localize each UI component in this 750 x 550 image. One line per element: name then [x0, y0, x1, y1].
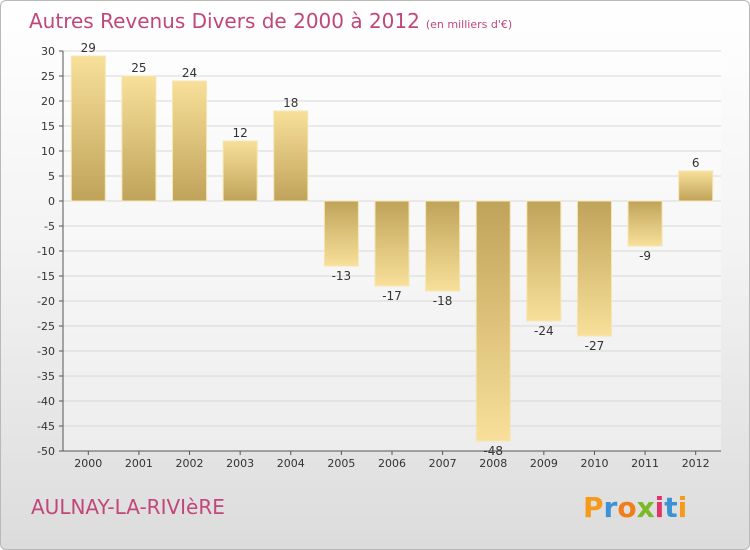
bar — [576, 200, 612, 337]
y-tick-label: -40 — [37, 395, 55, 408]
logo-letter: t — [664, 491, 678, 524]
y-tick-label: 25 — [41, 70, 55, 83]
x-tick-label: 2007 — [429, 457, 457, 470]
logo-letter: x — [636, 491, 655, 524]
bar — [323, 200, 359, 267]
chart-title: Autres Revenus Divers de 2000 à 2012 (en … — [29, 9, 512, 33]
y-tick-label: -50 — [37, 445, 55, 458]
data-label: 25 — [131, 61, 146, 75]
x-tick-label: 2001 — [125, 457, 153, 470]
bar — [627, 200, 663, 247]
y-tick-label: 30 — [41, 45, 55, 58]
x-tick-label: 2004 — [277, 457, 305, 470]
y-tick-label: -45 — [37, 420, 55, 433]
x-tick-label: 2005 — [327, 457, 355, 470]
logo-letter: i — [654, 491, 665, 524]
bar — [273, 110, 309, 202]
town-name: AULNAY-LA-RIVIèRE — [31, 495, 225, 519]
data-label: -27 — [585, 339, 605, 353]
data-label: -9 — [639, 249, 651, 263]
logo-letter: r — [603, 491, 618, 524]
x-tick-label: 2011 — [631, 457, 659, 470]
x-tick-label: 2002 — [176, 457, 204, 470]
x-tick-label: 2006 — [378, 457, 406, 470]
data-label: -24 — [534, 324, 554, 338]
bar — [526, 200, 562, 322]
data-label: 24 — [182, 66, 197, 80]
y-tick-label: -30 — [37, 345, 55, 358]
bar — [121, 75, 157, 202]
x-tick-label: 2009 — [530, 457, 558, 470]
y-tick-label: 15 — [41, 120, 55, 133]
data-label: -13 — [332, 269, 352, 283]
y-tick-label: 0 — [48, 195, 55, 208]
y-tick-label: 20 — [41, 95, 55, 108]
proxiti-logo: Proxiti — [583, 491, 687, 524]
bar — [172, 80, 208, 202]
data-label: 6 — [692, 156, 700, 170]
y-tick-label: -10 — [37, 245, 55, 258]
logo-letter: P — [583, 491, 604, 524]
bar — [374, 200, 410, 287]
logo-letter: o — [617, 491, 637, 524]
bar — [475, 200, 511, 442]
y-tick-label: 10 — [41, 145, 55, 158]
data-label: -17 — [382, 289, 402, 303]
x-tick-label: 2010 — [580, 457, 608, 470]
y-tick-label: 5 — [48, 170, 55, 183]
logo-letter: i — [677, 491, 688, 524]
y-tick-label: -25 — [37, 320, 55, 333]
y-tick-label: -15 — [37, 270, 55, 283]
bar — [70, 55, 106, 202]
y-tick-label: -5 — [44, 220, 55, 233]
bar — [425, 200, 461, 292]
chart-title-unit: (en milliers d'€) — [425, 18, 513, 31]
data-label: 12 — [233, 126, 248, 140]
y-tick-label: -20 — [37, 295, 55, 308]
bar — [222, 140, 258, 202]
x-tick-label: 2000 — [74, 457, 102, 470]
data-label: 18 — [283, 96, 298, 110]
data-label: 29 — [81, 41, 96, 55]
x-tick-label: 2012 — [682, 457, 710, 470]
bar — [678, 170, 714, 202]
x-tick-label: 2008 — [479, 457, 507, 470]
y-tick-label: -35 — [37, 370, 55, 383]
chart-title-text: Autres Revenus Divers de 2000 à 2012 — [29, 9, 420, 33]
x-tick-label: 2003 — [226, 457, 254, 470]
data-label: -18 — [433, 294, 453, 308]
